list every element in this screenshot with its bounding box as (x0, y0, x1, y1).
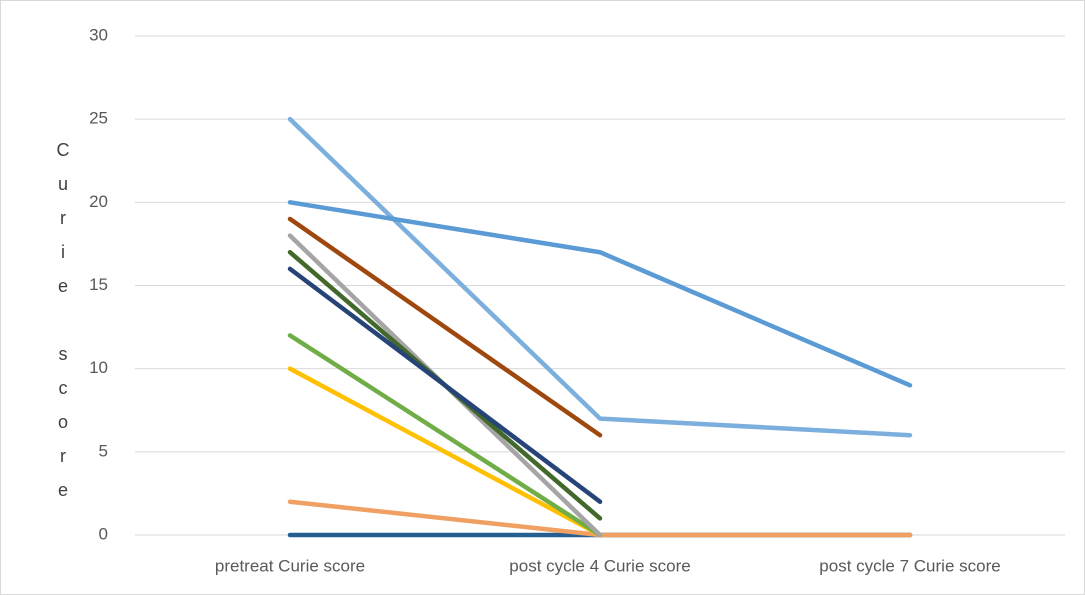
data-line (287, 366, 603, 538)
data-line (287, 266, 603, 504)
y-tick-label: 0 (99, 524, 108, 543)
y-tick-label: 5 (99, 441, 108, 460)
y-tick-label: 15 (89, 275, 108, 294)
y-tick-label: 25 (89, 109, 108, 128)
y-tick-label: 20 (89, 192, 108, 211)
x-tick-label: pretreat Curie score (215, 556, 365, 575)
x-tick-label: post cycle 4 Curie score (509, 556, 690, 575)
data-line (287, 216, 603, 438)
x-tick-label: post cycle 7 Curie score (819, 556, 1000, 575)
data-line (287, 333, 603, 538)
y-axis-label: Curie score (53, 140, 73, 514)
data-line (287, 116, 913, 438)
data-line (287, 200, 913, 388)
y-tick-label: 30 (89, 25, 108, 44)
y-tick-label: 10 (89, 358, 108, 377)
